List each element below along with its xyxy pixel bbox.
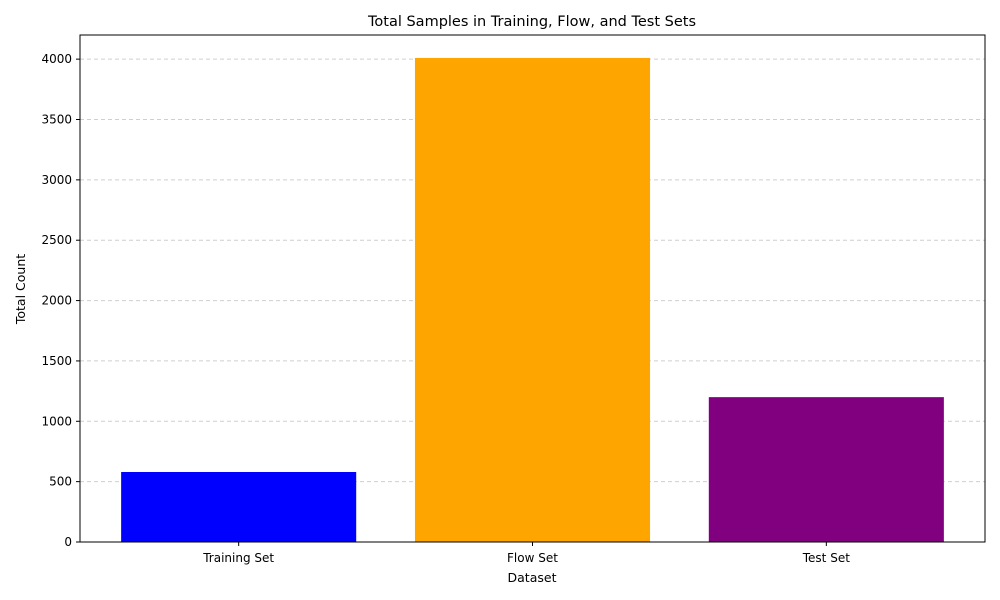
y-tick-label: 4000 xyxy=(41,52,72,66)
x-tick-label: Test Set xyxy=(802,551,850,565)
bar-test-set xyxy=(708,397,944,542)
bars xyxy=(121,57,944,542)
bar-flow-set xyxy=(414,57,651,542)
y-tick-label: 1000 xyxy=(41,414,72,428)
y-tick-label: 1500 xyxy=(41,354,72,368)
y-tick-label: 3500 xyxy=(41,113,72,127)
x-axis-label: Dataset xyxy=(508,570,557,585)
y-tick-label: 0 xyxy=(64,535,72,549)
x-tick-label: Flow Set xyxy=(507,551,558,565)
x-tick-label: Training Set xyxy=(202,551,274,565)
chart-title: Total Samples in Training, Flow, and Tes… xyxy=(367,14,696,30)
y-tick-label: 2500 xyxy=(41,233,72,247)
y-tick-label: 500 xyxy=(49,475,72,489)
x-axis-ticks: Training Set Flow Set Test Set xyxy=(202,542,850,565)
y-tick-label: 3000 xyxy=(41,173,72,187)
y-axis-label: Total Count xyxy=(13,254,28,325)
y-tick-label: 2000 xyxy=(41,294,72,308)
bar-training-set xyxy=(121,471,357,542)
y-axis-ticks: 0 500 1000 1500 2000 2500 3000 3500 4000 xyxy=(41,52,80,549)
